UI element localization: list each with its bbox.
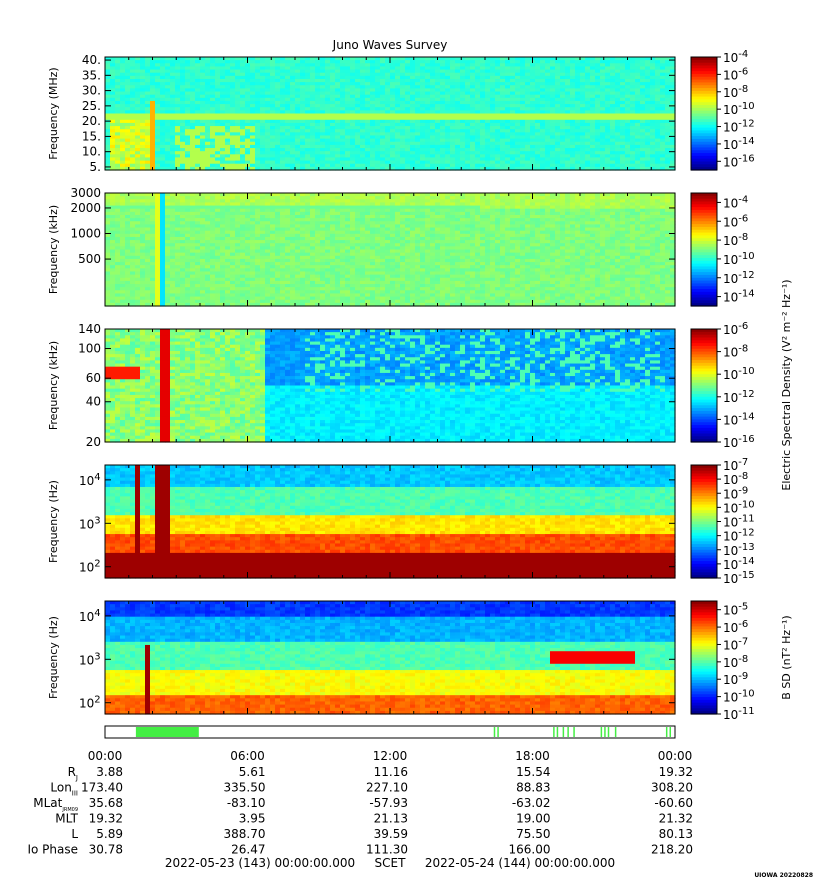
y-tick-label: 40. — [82, 53, 101, 67]
y-tick-label: 35. — [82, 68, 101, 82]
y-tick-label: 15. — [82, 129, 101, 143]
y-tick-label: 25. — [82, 99, 101, 113]
y-axis-label: Frequency (MHz) — [47, 67, 60, 159]
y-tick-label: 30. — [82, 84, 101, 98]
y-tick-label: 5. — [90, 160, 101, 174]
juno-waves-survey-figure: Juno Waves Survey 5.10. 15.20.25.30. 35.40… — [0, 0, 815, 880]
spectrogram-cells — [105, 57, 676, 171]
y-tick-label: 10. — [82, 145, 101, 159]
spectrogram-panels: 5.10. 15.20.25.30. 35.40. Frequency (MHz) 50… — [47, 53, 676, 715]
spectrogram-panel-1: 5.10. 15.20.25.30. 35.40. Frequency (MHz) — [47, 53, 676, 174]
spectrogram-cells — [105, 193, 676, 307]
chart-title: Juno Waves Survey — [332, 38, 448, 52]
spectrogram-panel-2: 500100020003000Frequency (kHz) — [47, 186, 676, 307]
y-tick-label: 20. — [82, 114, 101, 128]
